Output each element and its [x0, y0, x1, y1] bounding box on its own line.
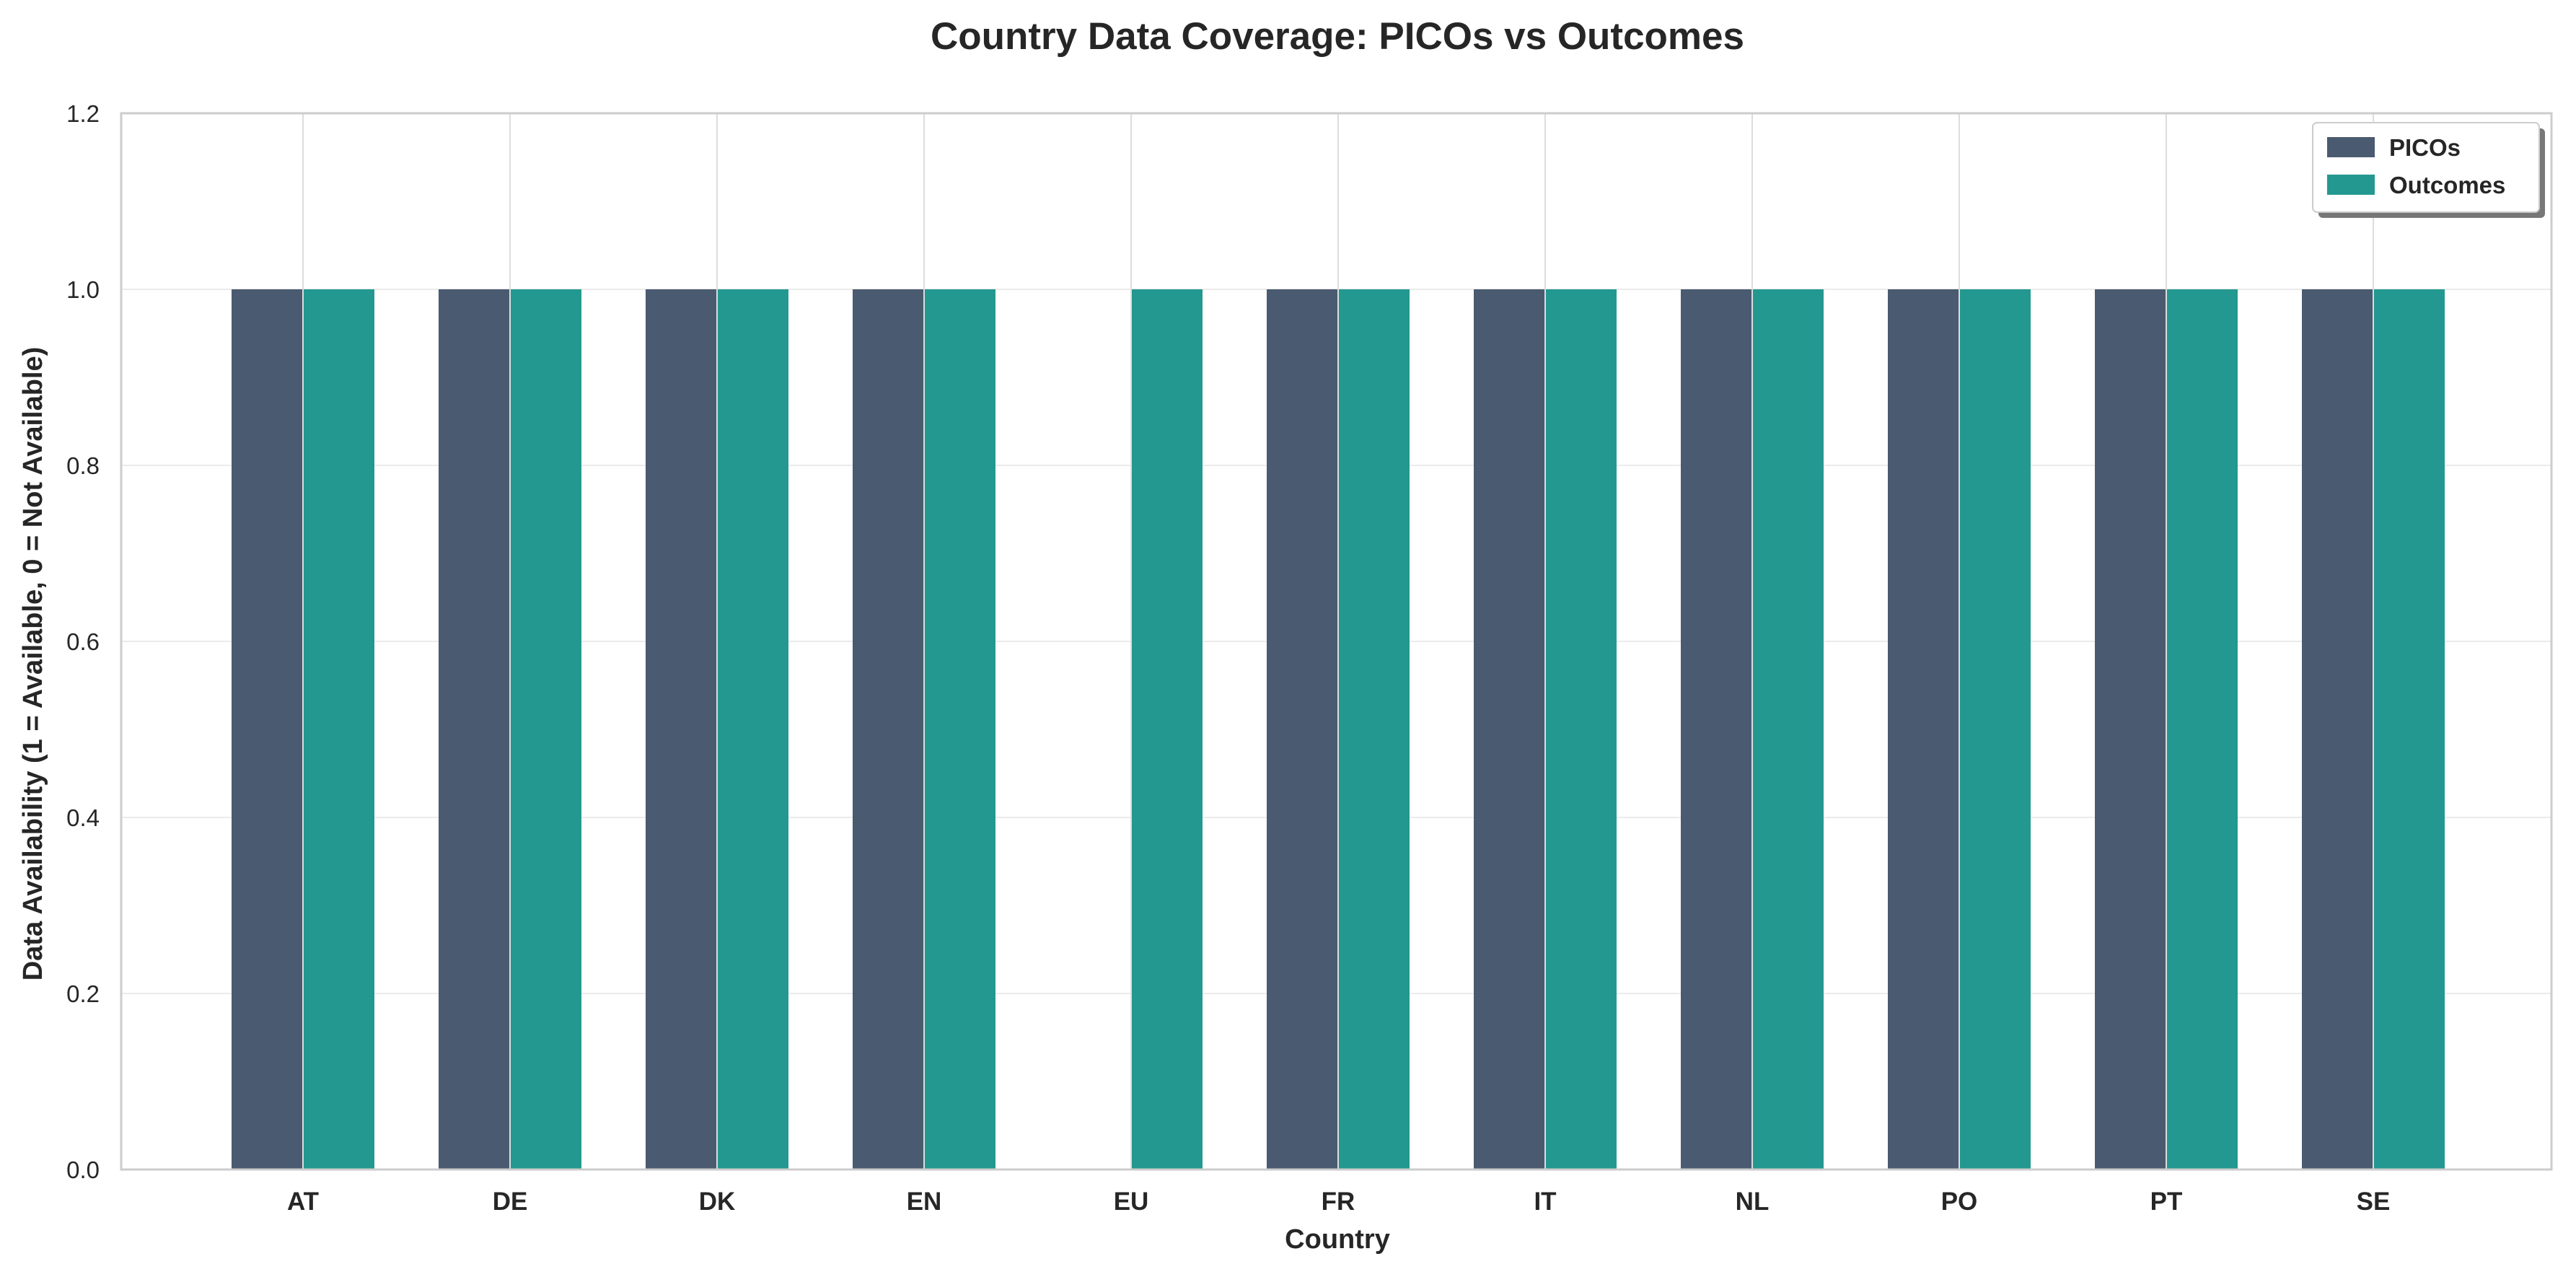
- y-tick-label: 0.0: [66, 1157, 100, 1183]
- bar-outcomes-dk: [718, 289, 788, 1170]
- bar-outcomes-en: [925, 289, 995, 1170]
- x-tick-label: EN: [907, 1188, 942, 1216]
- bar-picos-fr: [1267, 289, 1337, 1170]
- bar-picos-it: [1474, 289, 1544, 1170]
- x-tick-label: SE: [2357, 1188, 2391, 1216]
- y-axis-ticks: 0.0 0.2 0.4 0.6 0.8 1.0 1.2: [66, 100, 100, 1183]
- x-tick-label: PT: [2150, 1188, 2183, 1216]
- bar-outcomes-it: [1546, 289, 1617, 1170]
- chart-title: Country Data Coverage: PICOs vs Outcomes: [931, 15, 1744, 58]
- bar-picos-se: [2302, 289, 2373, 1170]
- bar-outcomes-at: [304, 289, 374, 1170]
- x-tick-label: DE: [493, 1188, 528, 1216]
- bar-picos-at: [232, 289, 302, 1170]
- bar-outcomes-nl: [1753, 289, 1824, 1170]
- x-tick-label: EU: [1114, 1188, 1149, 1216]
- legend-label-picos: PICOs: [2389, 134, 2461, 161]
- legend: PICOs Outcomes: [2312, 122, 2545, 218]
- y-axis-label: Data Availability (1 = Available, 0 = No…: [18, 347, 48, 981]
- x-tick-label: AT: [287, 1188, 319, 1216]
- x-tick-label: PO: [1941, 1188, 1978, 1216]
- bar-picos-de: [439, 289, 509, 1170]
- legend-label-outcomes: Outcomes: [2389, 172, 2505, 198]
- x-tick-label: FR: [1322, 1188, 1355, 1216]
- bar-picos-nl: [1681, 289, 1751, 1170]
- y-tick-label: 1.0: [66, 276, 100, 303]
- bar-picos-en: [853, 289, 923, 1170]
- bar-outcomes-de: [511, 289, 581, 1170]
- bar-outcomes-pt: [2167, 289, 2238, 1170]
- bar-outcomes-se: [2374, 289, 2445, 1170]
- y-tick-label: 0.8: [66, 452, 100, 479]
- y-tick-label: 0.4: [66, 804, 100, 831]
- y-tick-label: 1.2: [66, 100, 100, 127]
- bar-outcomes-fr: [1339, 289, 1410, 1170]
- y-tick-label: 0.2: [66, 980, 100, 1007]
- bar-picos-pt: [2095, 289, 2166, 1170]
- bar-outcomes-eu: [1132, 289, 1203, 1170]
- bar-picos-po: [1888, 289, 1959, 1170]
- bars: [232, 289, 2445, 1170]
- x-tick-label: NL: [1736, 1188, 1770, 1216]
- bar-outcomes-po: [1960, 289, 2031, 1170]
- plot-frame: [120, 112, 2553, 1171]
- y-tick-label: 0.6: [66, 628, 100, 655]
- bar-picos-dk: [646, 289, 716, 1170]
- x-axis-label: Country: [1285, 1224, 1390, 1255]
- x-axis-ticks: AT DE DK EN EU FR IT NL PO PT SE: [287, 1188, 2390, 1216]
- x-tick-label: DK: [699, 1188, 736, 1216]
- legend-swatch-outcomes: [2327, 175, 2375, 195]
- legend-swatch-picos: [2327, 137, 2375, 157]
- x-tick-label: IT: [1534, 1188, 1556, 1216]
